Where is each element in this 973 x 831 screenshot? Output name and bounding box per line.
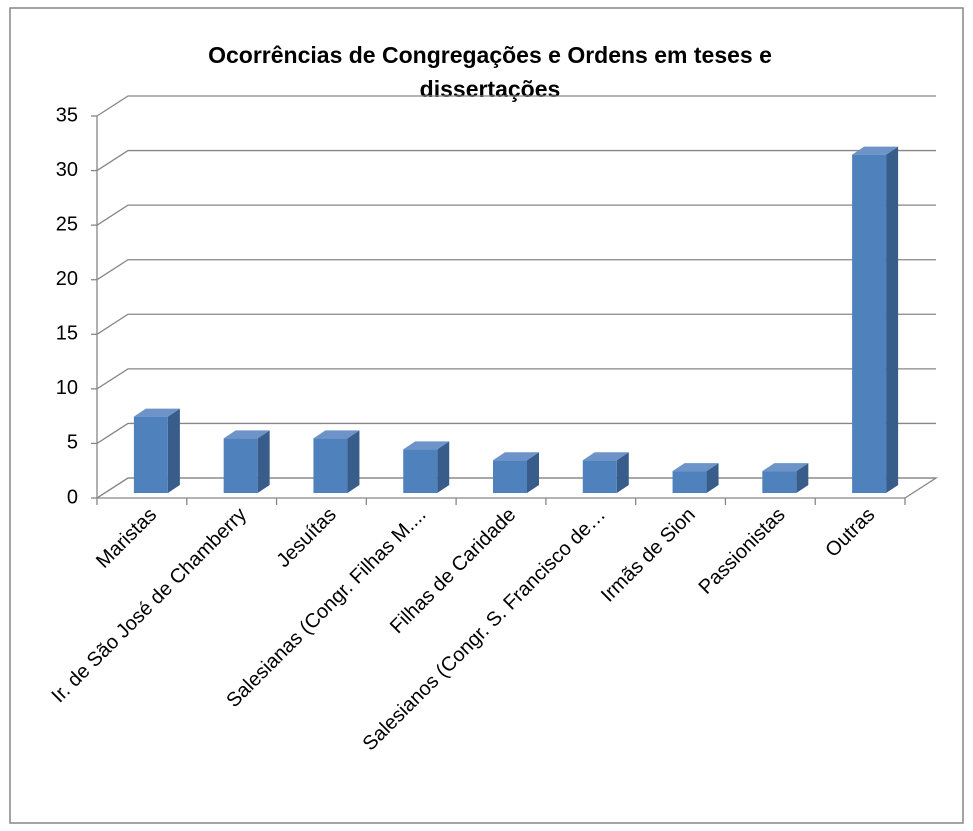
bar-side [886,146,899,493]
bar-top [672,463,719,472]
y-tick-label: 15 [56,323,78,345]
bar-front [403,449,438,493]
bar-front [672,471,707,493]
bar-top [133,408,180,417]
bar [313,430,360,493]
bar-top [223,430,270,439]
bar-front [223,438,258,493]
bar-side [437,441,450,493]
bar-top [582,452,629,461]
bar-side [347,430,360,493]
bar [762,463,809,493]
bar-side [257,430,270,493]
bar-side [796,463,809,493]
y-tick-label: 10 [56,377,78,399]
bar-top [403,441,450,450]
bar [852,146,899,493]
chart-title: Ocorrências de Congregações e Ordens em … [208,42,772,68]
bar-front [582,460,617,493]
bar [133,408,180,493]
bar-front [852,154,887,493]
bar [582,452,629,493]
bar-front [493,460,527,493]
y-tick-label: 30 [56,159,78,181]
grid-line [96,477,936,499]
bar [223,430,270,493]
chart-title: dissertações [420,76,561,102]
y-tick-label: 20 [56,268,78,290]
bar-front [133,416,168,493]
bar-front [313,438,348,493]
bar [403,441,450,493]
y-tick-label: 5 [67,432,78,454]
bar-side [616,452,629,493]
bar-top [313,430,360,439]
bar-side [527,452,539,493]
bar-top [762,463,809,472]
grid-line [96,149,936,172]
grid-line [96,259,936,281]
bar-top [852,146,899,155]
bar [493,452,539,493]
bar-front [762,471,797,493]
grid-line [96,313,936,335]
grid-line [96,422,936,444]
grid-line [96,368,936,390]
y-tick-label: 0 [67,486,78,508]
y-tick-label: 25 [56,213,78,235]
grid-line [96,204,936,226]
bar-top [493,452,539,461]
y-tick-label: 35 [56,104,78,126]
bar-side [706,463,719,493]
bar [672,463,719,493]
grid-line [96,95,936,117]
bar-side [167,408,180,493]
